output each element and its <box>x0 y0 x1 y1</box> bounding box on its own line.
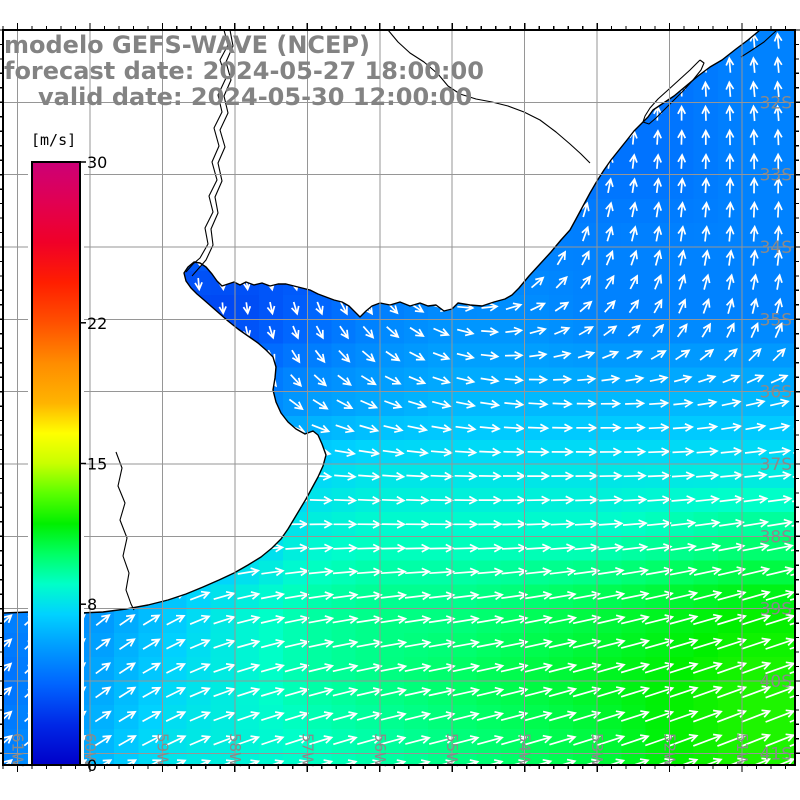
frame-border <box>2 29 796 766</box>
lon-label: 56W <box>371 733 389 767</box>
colorbar-unit-label: [m/s] <box>31 131 77 149</box>
colorbar-tick-label: 15 <box>87 455 107 474</box>
lon-label: 58W <box>226 733 244 767</box>
lat-label: 35S <box>760 310 792 330</box>
lon-label: 60W <box>81 733 99 767</box>
lat-label: 40S <box>760 672 792 692</box>
land-layer <box>2 29 778 614</box>
forecast-date-label: forecast date: 2024-05-27 18:00:00 <box>4 57 484 85</box>
lat-label: 39S <box>760 600 792 620</box>
colorbar-tick-label: 22 <box>87 314 107 333</box>
uruguay-river-east-bank <box>191 29 234 277</box>
uruguay-river-west-bank <box>185 29 229 273</box>
lon-label: 55W <box>443 733 461 767</box>
graticule-layer <box>3 30 795 765</box>
colorbar-tick-label: 8 <box>87 595 97 614</box>
lat-label: 41S <box>760 744 792 764</box>
coastline-land <box>2 29 761 614</box>
lat-label: 38S <box>760 527 792 547</box>
lat-label: 34S <box>760 238 792 258</box>
lon-label: 51W <box>733 733 751 767</box>
lon-label: 53W <box>588 733 606 767</box>
lon-label: 61W <box>9 733 27 767</box>
patos-lagoon-shore <box>740 29 778 58</box>
lon-label: 52W <box>661 733 679 767</box>
lon-label: 59W <box>153 733 171 767</box>
map-frame <box>0 23 800 772</box>
lat-label: 36S <box>760 383 792 403</box>
colorbar-tick-label: 30 <box>87 153 107 172</box>
geo-labels-layer: 32S 33S 34S 35S 36S 37S 38S 39S 40S 41S 61W 60W 59W 5… <box>9 93 793 767</box>
model-title: modelo GEFS-WAVE (NCEP) <box>4 31 370 59</box>
lat-label: 37S <box>760 455 792 475</box>
colorbar-gradient <box>31 161 81 766</box>
valid-date-label: valid date: 2024-05-30 12:00:00 <box>38 83 473 111</box>
salado-river <box>115 451 135 611</box>
lat-label: 33S <box>760 166 792 186</box>
merin-lagoon <box>642 59 705 125</box>
lat-label: 32S <box>760 93 792 113</box>
lon-label: 57W <box>298 733 316 767</box>
lon-label: 54W <box>516 733 534 767</box>
negro-river <box>387 29 591 164</box>
